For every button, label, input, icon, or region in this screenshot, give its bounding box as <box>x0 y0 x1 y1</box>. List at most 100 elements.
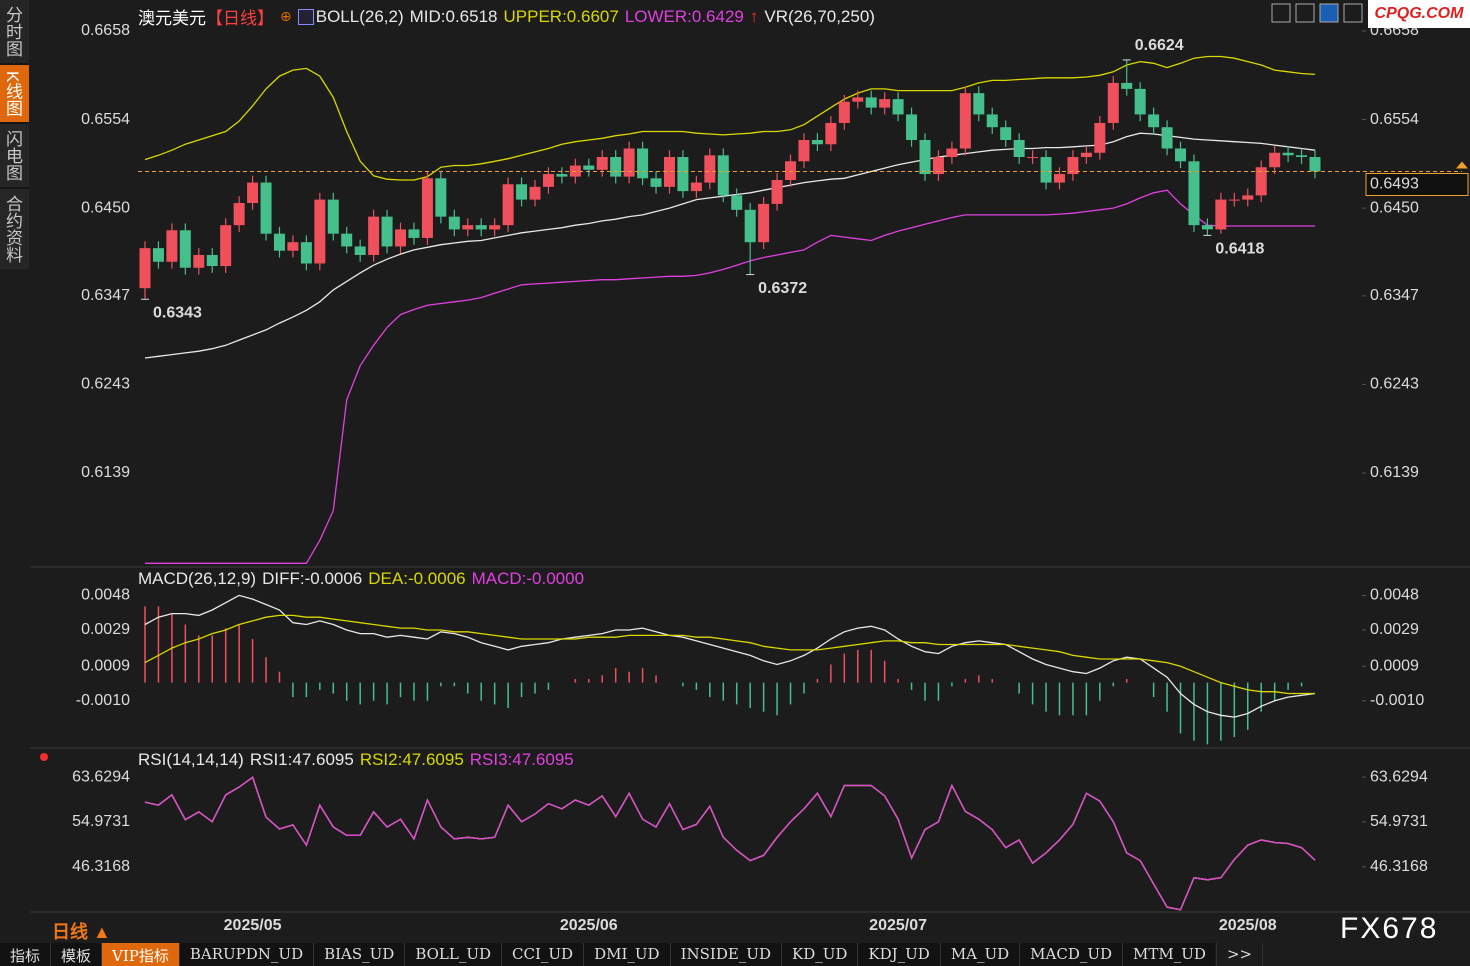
candle-body <box>771 180 783 204</box>
candle-body <box>502 184 514 226</box>
line-series <box>144 776 1316 911</box>
candle-body <box>1215 199 1227 230</box>
candle-body <box>395 229 407 247</box>
candle-body <box>650 178 662 187</box>
candle-body <box>623 148 635 177</box>
legend-entry: RSI2:47.6095 <box>359 750 464 769</box>
candle-body <box>381 216 393 247</box>
y-tick-label: 54.9731 <box>1370 813 1428 830</box>
candle-body <box>1309 157 1321 172</box>
period-selector[interactable]: 日线 ▲ <box>52 922 111 942</box>
candle-body <box>300 242 312 264</box>
legend-entry: MACD:-0.0000 <box>471 569 585 588</box>
indicator-tab[interactable]: BOLL_UD <box>405 943 503 966</box>
candle-body <box>1161 127 1173 149</box>
indicator-tab[interactable]: KD_UD <box>782 943 859 966</box>
y-tick-label: 0.0048 <box>81 587 130 604</box>
line-series <box>144 132 1316 359</box>
legend-entry: DEA:-0.0006 <box>368 569 466 588</box>
indicator-tabs: 指标 模板 VIP指标 BARUPDN_UD BIAS_UD BOLL_UD CCI_UD D… <box>0 943 1264 966</box>
y-tick-label: 0.6450 <box>81 199 130 216</box>
indicator-tab[interactable]: MA_UD <box>941 943 1021 966</box>
icon[interactable]: ⊕ <box>280 8 292 24</box>
candle-body <box>152 248 164 262</box>
candle-body <box>596 157 608 170</box>
y-tick-label: 0.0029 <box>1370 621 1419 638</box>
period: 【日线】 <box>206 9 274 28</box>
candle-body <box>327 199 339 234</box>
x-tick-label: 2025/08 <box>1219 917 1277 934</box>
candle-body <box>1000 127 1012 140</box>
candle-body <box>690 182 702 192</box>
y-tick-label: 0.6658 <box>81 22 130 39</box>
indicator-tab[interactable]: DMI_UD <box>584 943 671 966</box>
sidebar-tab[interactable]: 闪电图 <box>0 124 29 188</box>
y-tick-label: -0.0010 <box>76 692 130 709</box>
candle-body <box>1013 139 1025 158</box>
candle-body <box>489 225 501 230</box>
legend-entry: RSI1:47.6095 <box>249 750 354 769</box>
legend-entry: DIFF:-0.0006 <box>262 569 363 588</box>
price-box <box>1365 172 1469 196</box>
candle-body <box>932 157 944 175</box>
y-tick-label: 0.0029 <box>81 621 130 638</box>
indicator-tab[interactable]: MACD_UD <box>1020 943 1124 966</box>
candle-body <box>314 199 326 264</box>
indicator-tab[interactable]: BIAS_UD <box>314 943 406 966</box>
x-tick-label: 2025/05 <box>224 917 282 934</box>
candle-body <box>1027 157 1039 159</box>
candle-body <box>1255 167 1267 196</box>
symbol-title: 澳元美元 <box>138 9 206 28</box>
candle-body <box>166 230 178 262</box>
candle-body <box>233 203 245 226</box>
icon[interactable] <box>1343 3 1363 23</box>
sidebar-tab[interactable]: 合约资料 <box>0 189 29 270</box>
price-arrow <box>1456 161 1468 169</box>
legend-entry: LOWER:0.6429 <box>624 6 744 26</box>
candle-body <box>825 122 837 145</box>
sidebar-tab[interactable]: 分时图 <box>0 0 29 63</box>
candle-body <box>959 93 971 149</box>
candle-body <box>139 248 151 289</box>
candle-body <box>865 97 877 108</box>
indicator-tab[interactable]: MTM_UD <box>1123 943 1217 966</box>
indicator-tab[interactable]: INSIDE_UD <box>671 943 782 966</box>
candle-body <box>1080 152 1092 158</box>
candle-body <box>919 139 931 175</box>
indicator-tab[interactable]: KDJ_UD <box>858 943 941 966</box>
y-tick-label: 0.6139 <box>1370 464 1419 481</box>
candle-body <box>852 97 864 102</box>
icon[interactable] <box>1271 3 1291 23</box>
indicator-tab[interactable]: 指标 <box>0 943 52 966</box>
indicator-tab[interactable]: 模板 <box>51 943 103 966</box>
candle-body <box>179 230 191 268</box>
x-tick-label: 2025/06 <box>560 917 618 934</box>
legend-entry: RSI3:47.6095 <box>469 750 574 769</box>
indicator-tab[interactable]: >> <box>1217 943 1264 966</box>
indicator-name: VR(26,70,250) <box>764 6 875 26</box>
settings-icon[interactable] <box>40 753 48 761</box>
candle-body <box>637 148 649 179</box>
icon[interactable] <box>1319 3 1339 23</box>
indicator-tab[interactable]: BARUPDN_UD <box>180 943 315 966</box>
candle-body <box>610 157 622 177</box>
y-tick-label: 46.3168 <box>1370 858 1428 875</box>
y-tick-label: -0.0010 <box>1370 692 1424 709</box>
candle-body <box>435 178 447 217</box>
line-series <box>145 189 1315 564</box>
icon[interactable] <box>297 8 314 25</box>
candle-body <box>1053 174 1065 183</box>
candle-body <box>785 161 797 181</box>
candle-body <box>206 254 218 267</box>
extreme-label: 0.6372 <box>758 280 807 297</box>
indicator-tab[interactable]: VIP指标 <box>102 943 180 966</box>
sidebar-tab[interactable]: K线图 <box>0 65 29 123</box>
extreme-label: 0.6343 <box>153 304 202 321</box>
candle-body <box>193 254 205 268</box>
y-tick-label: 0.6243 <box>1370 376 1419 393</box>
candle-body <box>1040 157 1052 183</box>
icon[interactable] <box>1295 3 1315 23</box>
indicator-tab[interactable]: CCI_UD <box>502 943 585 966</box>
